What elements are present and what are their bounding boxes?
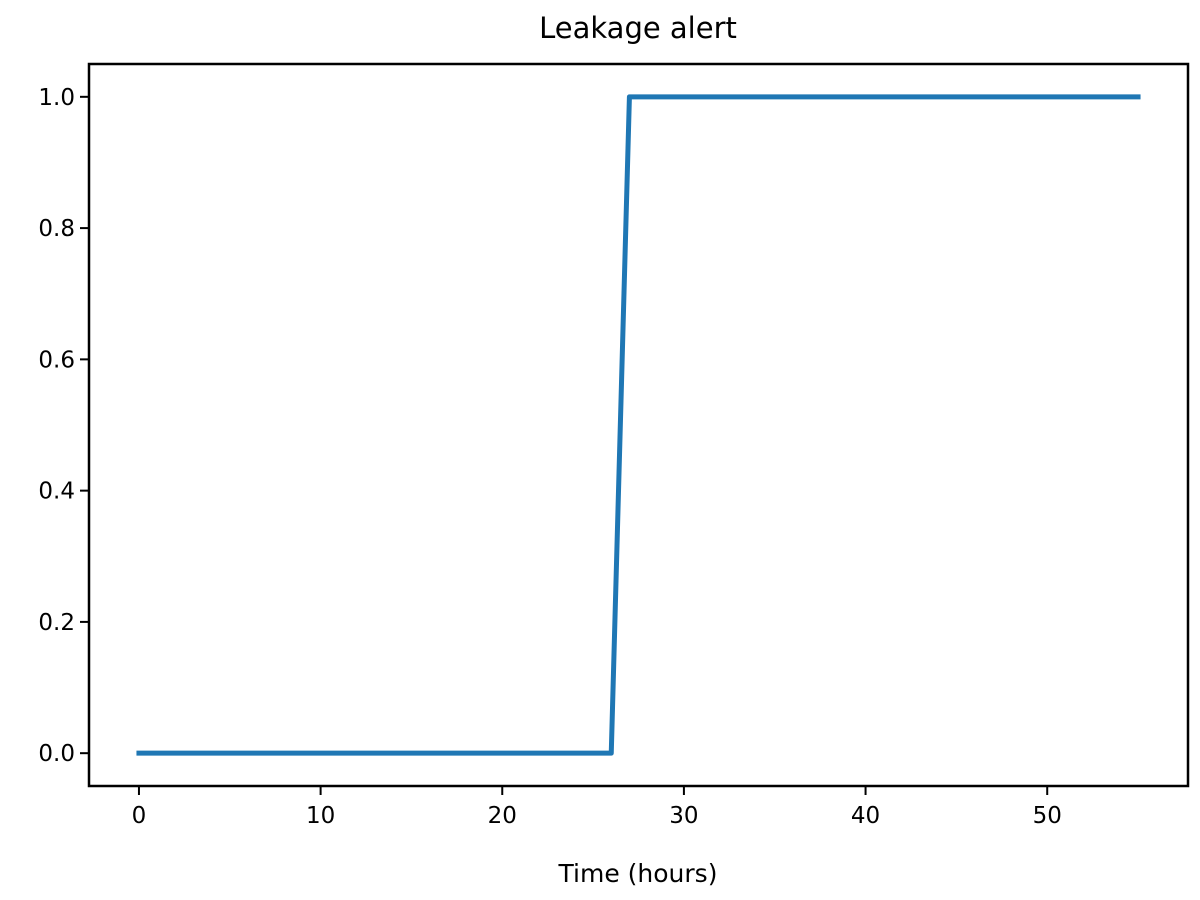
x-tick-label: 30 <box>669 803 698 829</box>
y-tick-label: 0.0 <box>38 741 75 767</box>
plot-area: 0 10 20 30 40 50 0.0 0.2 0.4 0.6 0.8 1.0 <box>38 62 1190 829</box>
series-line-0 <box>136 94 1141 756</box>
y-tick-label: 0.8 <box>38 216 75 242</box>
x-tick-label: 20 <box>488 803 517 829</box>
x-axis-label: Time (hours) <box>558 859 718 888</box>
x-tick-label: 0 <box>132 803 147 829</box>
y-tick-label: 0.2 <box>38 610 75 636</box>
y-tick-label: 1.0 <box>38 85 75 111</box>
x-tick-label: 40 <box>851 803 880 829</box>
plot-frame <box>87 62 1190 788</box>
x-tick-label: 50 <box>1033 803 1062 829</box>
chart-title: Leakage alert <box>539 11 737 45</box>
x-tick-label: 10 <box>306 803 335 829</box>
y-tick-label: 0.4 <box>38 479 75 505</box>
y-tick-label: 0.6 <box>38 347 75 373</box>
